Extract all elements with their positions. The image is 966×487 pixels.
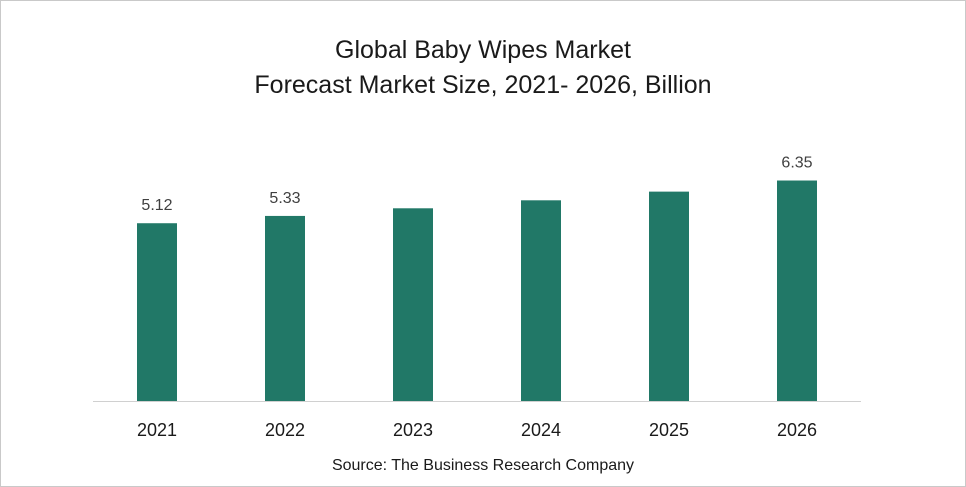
source-note: Source: The Business Research Company bbox=[331, 457, 635, 474]
x-tick-label: 2023 bbox=[393, 420, 433, 440]
x-tick-label: 2022 bbox=[265, 420, 305, 440]
bar-2022 bbox=[265, 215, 305, 401]
chart-title: Global Baby Wipes Market bbox=[335, 36, 631, 64]
bar-2026 bbox=[777, 180, 817, 401]
data-label: 6.35 bbox=[781, 155, 812, 172]
bar-2025 bbox=[649, 191, 689, 401]
data-label: 5.33 bbox=[269, 190, 300, 207]
bar-2024 bbox=[521, 200, 561, 401]
x-tick-label: 2026 bbox=[777, 420, 817, 440]
bar-2021 bbox=[137, 223, 177, 401]
chart-subtitle: Forecast Market Size, 2021- 2026, Billio… bbox=[254, 71, 712, 99]
x-tick-label: 2025 bbox=[649, 420, 689, 440]
data-label: 5.12 bbox=[141, 197, 172, 214]
x-tick-label: 2021 bbox=[137, 420, 177, 440]
x-tick-label: 2024 bbox=[521, 420, 561, 440]
bar-2023 bbox=[393, 208, 433, 401]
